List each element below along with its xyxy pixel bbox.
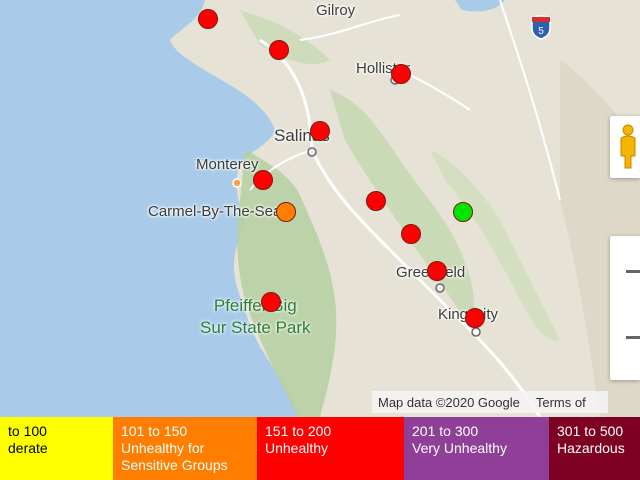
park-label-line2: Sur State Park bbox=[200, 318, 311, 337]
minus-icon bbox=[626, 336, 640, 339]
legend-range: 151 to 200 bbox=[265, 423, 332, 439]
place-label-carmel: Carmel-By-The-Sea bbox=[148, 203, 282, 220]
zoom-control bbox=[610, 236, 640, 380]
place-label-gilroy: Gilroy bbox=[316, 2, 356, 19]
legend-moderate: to 100 derate bbox=[0, 417, 113, 480]
aqi-marker[interactable] bbox=[276, 202, 296, 222]
aqi-marker[interactable] bbox=[261, 292, 281, 312]
legend-range: 301 to 500 bbox=[557, 423, 624, 439]
park-label-line1: Pfeiffer Big bbox=[213, 296, 297, 315]
street-view-pegman[interactable] bbox=[610, 116, 640, 178]
legend-label: Hazardous bbox=[557, 440, 625, 456]
aqi-marker[interactable] bbox=[253, 170, 273, 190]
legend-usg: 101 to 150 Unhealthy for Sensitive Group… bbox=[113, 417, 257, 480]
legend-unhealthy: 151 to 200 Unhealthy bbox=[257, 417, 404, 480]
place-label-monterey: Monterey bbox=[196, 156, 259, 173]
aqi-marker[interactable] bbox=[465, 308, 485, 328]
plus-icon bbox=[626, 270, 640, 273]
terms-link[interactable]: Terms of bbox=[535, 394, 586, 410]
legend-label-2: Sensitive Groups bbox=[121, 457, 228, 473]
legend-label: Unhealthy for bbox=[121, 440, 205, 456]
interstate-shield-icon: 5 bbox=[531, 15, 551, 40]
map-attribution: Map data ©2020 Google Terms of bbox=[372, 391, 608, 413]
aqi-marker[interactable] bbox=[391, 64, 411, 84]
legend-hazardous: 301 to 500 Hazardous bbox=[549, 417, 640, 480]
aqi-marker[interactable] bbox=[269, 40, 289, 60]
zoom-in-button[interactable] bbox=[610, 236, 640, 308]
legend-range: 201 to 300 bbox=[412, 423, 479, 439]
legend-label: derate bbox=[8, 440, 48, 456]
legend-very-unhealthy: 201 to 300 Very Unhealthy bbox=[404, 417, 549, 480]
legend-range: to 100 bbox=[8, 423, 47, 439]
aqi-marker[interactable] bbox=[198, 9, 218, 29]
legend-label: Unhealthy bbox=[265, 440, 329, 456]
aqi-marker[interactable] bbox=[310, 121, 330, 141]
shield-number: 5 bbox=[538, 26, 544, 37]
aqi-marker[interactable] bbox=[401, 224, 421, 244]
zoom-out-button[interactable] bbox=[610, 308, 640, 380]
map-terrain bbox=[0, 0, 640, 417]
map-view[interactable]: Gilroy Hollister Salinas Monterey Carmel… bbox=[0, 0, 640, 417]
park-label: Pfeiffer Big Sur State Park bbox=[200, 295, 311, 339]
pegman-icon bbox=[620, 124, 636, 169]
aqi-legend: to 100 derate 101 to 150 Unhealthy for S… bbox=[0, 417, 640, 480]
legend-range: 101 to 150 bbox=[121, 423, 188, 439]
map-data-credit: Map data ©2020 Google bbox=[378, 394, 520, 410]
aqi-marker[interactable] bbox=[427, 261, 447, 281]
legend-label: Very Unhealthy bbox=[412, 440, 507, 456]
aqi-marker[interactable] bbox=[366, 191, 386, 211]
aqi-marker[interactable] bbox=[453, 202, 473, 222]
